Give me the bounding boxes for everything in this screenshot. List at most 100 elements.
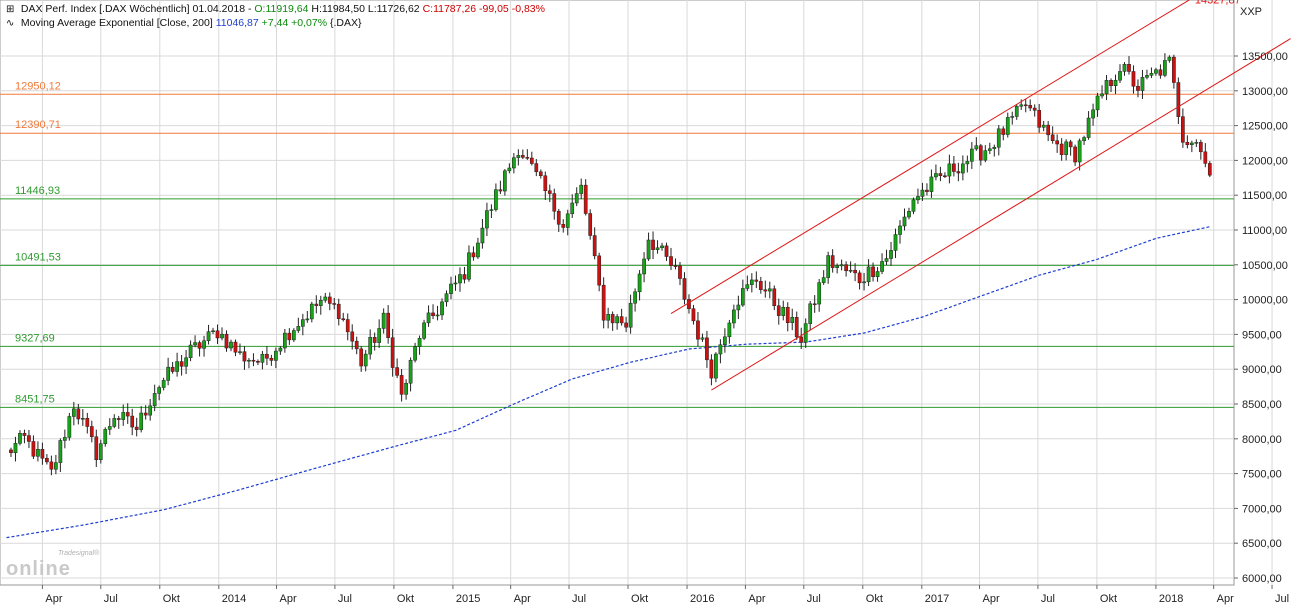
x-tick-label: Okt: [631, 593, 648, 605]
x-tick-label: Okt: [866, 593, 883, 605]
y-tick-label: 9000,00: [1242, 364, 1282, 376]
x-tick-label: Okt: [163, 593, 180, 605]
candle-body: [67, 416, 72, 438]
candle-body: [637, 273, 642, 293]
candle-body: [354, 340, 359, 350]
y-tick-label: 11500,00: [1242, 190, 1287, 202]
candle-body: [85, 418, 90, 427]
candle-body: [691, 308, 696, 322]
candle-body: [45, 457, 49, 463]
candle-body: [844, 264, 848, 272]
candle-body: [660, 245, 664, 249]
x-tick-label: Jul: [1041, 593, 1055, 605]
candle-body: [462, 274, 467, 280]
candle-body: [179, 361, 184, 367]
trend-channel: 14327,87: [670, 0, 1291, 391]
candle-body: [552, 193, 557, 212]
y-tick-label: 6000,00: [1242, 573, 1282, 585]
y-tick-label: 10000,00: [1242, 295, 1288, 307]
plot-area[interactable]: [0, 0, 1235, 586]
ma-legend-prefix: Moving Average Exponential [Close, 200]: [20, 17, 213, 29]
y-tick-label: 6500,00: [1242, 538, 1282, 550]
candle-body: [785, 306, 790, 323]
candle-body: [1104, 80, 1109, 95]
candle-body: [1131, 71, 1136, 87]
x-tick-label: Okt: [397, 593, 414, 605]
candle-body: [583, 184, 588, 214]
candle-body: [1118, 71, 1122, 81]
candle-body: [709, 359, 714, 379]
candle-body: [166, 366, 170, 381]
channel-upper-line: [670, 0, 1191, 314]
candle-body: [902, 216, 907, 227]
ma-line: [6, 226, 1210, 539]
candle-body: [431, 312, 435, 316]
candle-body: [1149, 73, 1154, 76]
candle-body: [763, 289, 768, 292]
candle-body: [1068, 141, 1073, 148]
candle-body: [193, 342, 197, 346]
x-tick-label: Jul: [104, 593, 118, 605]
candle-body: [1005, 117, 1010, 135]
y-tick-label: 13500,00: [1242, 51, 1288, 63]
candle-body: [821, 277, 826, 283]
candle-body: [911, 199, 916, 212]
candle-body: [745, 284, 750, 289]
candle-body: [772, 288, 777, 307]
candle-body: [381, 312, 386, 329]
candle-body: [188, 344, 193, 358]
level-label: 11446,93: [15, 185, 60, 197]
candle-body: [278, 347, 283, 352]
logo-big-text: online: [6, 558, 71, 580]
candle-body: [1190, 142, 1194, 145]
x-tick-label: Jul: [807, 593, 821, 605]
candle-body: [1176, 82, 1181, 117]
y-tick-label: 12000,00: [1242, 155, 1288, 167]
candle-body: [812, 303, 817, 306]
candle-body: [440, 301, 444, 316]
candle-body: [1050, 134, 1055, 141]
legend-prefix: DAX Perf. Index [.DAX Wöchentlich] 01.04…: [20, 3, 252, 15]
candle-body: [934, 173, 938, 178]
candle-body: [98, 443, 103, 461]
grid: [0, 0, 1273, 585]
candle-body: [359, 348, 364, 367]
candle-body: [76, 408, 81, 420]
candle-body: [80, 418, 85, 420]
candle-body: [817, 282, 822, 305]
candle-body: [646, 239, 651, 260]
candle-body: [1194, 142, 1199, 144]
candle-body: [938, 173, 943, 176]
candle-body: [485, 210, 489, 229]
candle-body: [107, 426, 112, 430]
candle-body: [651, 239, 655, 250]
candle-body: [1028, 105, 1033, 109]
candle-body: [696, 320, 700, 340]
candle-body: [1167, 56, 1172, 61]
candle-body: [233, 341, 238, 353]
candle-body: [723, 336, 727, 345]
candle-body: [1001, 128, 1006, 135]
candle-body: [597, 255, 602, 286]
time-axis: Apr Jul Okt 2014 Apr Jul Okt 2015 Apr Jul Okt 2016 A…: [0, 584, 1289, 605]
candle-body: [9, 449, 13, 454]
y-tick-label: 12500,00: [1242, 121, 1288, 133]
candle-body: [220, 333, 224, 339]
candle-body: [758, 281, 763, 290]
candle-body: [943, 175, 947, 177]
candle-body: [413, 346, 417, 361]
candle-body: [1010, 116, 1015, 118]
candle-body: [920, 189, 925, 197]
candle-body: [458, 274, 462, 284]
candle-body: [121, 412, 126, 420]
candle-body: [871, 266, 875, 278]
candle-body: [89, 426, 94, 438]
candle-body: [736, 304, 741, 311]
x-tick-label: Okt: [1100, 593, 1117, 605]
candle-body: [529, 157, 534, 164]
candle-body: [422, 322, 426, 339]
candle-body: [63, 437, 67, 441]
candle-body: [449, 283, 453, 294]
ma-legend-change: +7,44: [261, 17, 289, 29]
